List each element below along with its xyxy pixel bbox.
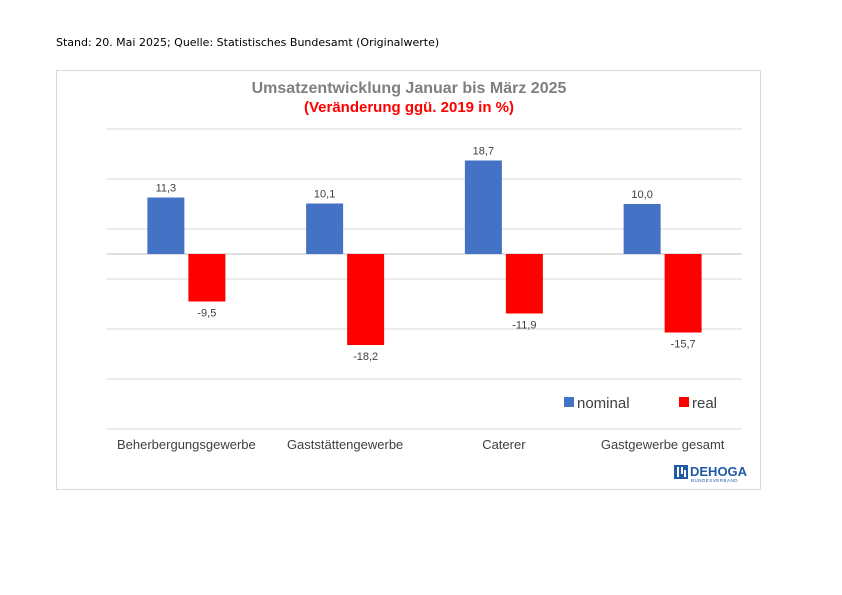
legend: nominal real	[564, 395, 717, 412]
data-label-nominal: 18,7	[473, 146, 494, 158]
category-label: Gaststättengewerbe	[287, 437, 403, 452]
legend-label-real: real	[692, 395, 717, 412]
category-labels: Beherbergungsgewerbe Gaststättengewerbe Ca…	[117, 437, 725, 452]
data-label-nominal: 10,0	[631, 189, 652, 201]
bar-real	[505, 254, 543, 314]
bar-nominal	[306, 203, 344, 254]
category-label: Gastgewerbe gesamt	[601, 437, 725, 452]
chart: Umsatzentwicklung Januar bis März 2025 (…	[107, 80, 748, 483]
bar-nominal	[464, 160, 502, 254]
data-label-nominal: 10,1	[314, 189, 335, 201]
data-label-real: -15,7	[671, 339, 696, 351]
logo-subtitle: BUNDESVERBAND	[691, 478, 738, 483]
bars	[147, 160, 702, 345]
logo-name: DEHOGA	[690, 464, 748, 479]
data-labels: 11,3 -9,5 10,1 -18,2 18,7 -11,9 10,0 -15,7	[156, 146, 696, 364]
bar-nominal	[147, 197, 185, 254]
category-label: Caterer	[482, 437, 526, 452]
bar-real	[664, 254, 702, 333]
chart-frame: Umsatzentwicklung Januar bis März 2025 (…	[56, 70, 761, 490]
source-note: Stand: 20. Mai 2025; Quelle: Statistisch…	[56, 36, 440, 49]
data-label-real: -9,5	[197, 308, 216, 320]
bar-real	[188, 254, 226, 302]
chart-subtitle: (Veränderung ggü. 2019 in %)	[304, 99, 514, 116]
chart-title: Umsatzentwicklung Januar bis März 2025	[252, 80, 567, 97]
data-label-nominal: 11,3	[156, 183, 177, 195]
data-label-real: -18,2	[353, 351, 378, 363]
data-label-real: -11,9	[512, 320, 536, 332]
legend-swatch-real	[679, 397, 689, 407]
legend-label-nominal: nominal	[577, 395, 630, 412]
bar-nominal	[623, 204, 661, 254]
category-label: Beherbergungsgewerbe	[117, 437, 256, 452]
dehoga-logo: DEHOGA BUNDESVERBAND	[674, 464, 748, 483]
bar-real	[347, 254, 385, 345]
legend-swatch-nominal	[564, 397, 574, 407]
